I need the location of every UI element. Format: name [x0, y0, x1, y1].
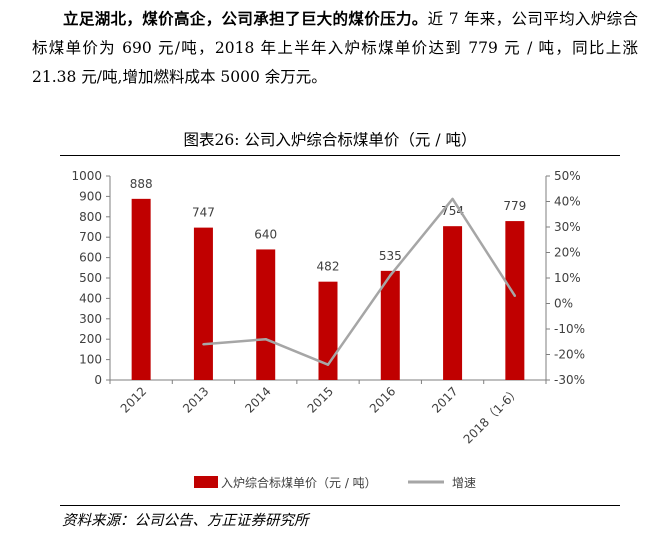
x-tick-label: 2018（1-6）: [461, 384, 523, 446]
y-right-tick-label: -30%: [554, 373, 585, 387]
x-tick-label: 2017: [429, 384, 460, 415]
bar-data-label: 640: [254, 227, 277, 241]
y-right-tick-label: 20%: [554, 246, 581, 260]
growth-point: [202, 343, 205, 346]
growth-point: [513, 294, 517, 298]
y-left-tick-label: 400: [79, 291, 102, 305]
bar: [193, 227, 213, 380]
y-left-tick-label: 900: [79, 189, 102, 203]
x-tick-label: 2015: [305, 384, 336, 415]
y-left-tick-label: 1000: [71, 169, 102, 183]
intro-body: 近 7 年来，公司平均入炉综合标煤单价为 690 元/吨，2018 年上半年入炉…: [32, 10, 638, 86]
intro-lead: 立足湖北，煤价高企，公司承担了巨大的煤价压力。: [63, 9, 428, 28]
bar-data-label: 888: [130, 177, 153, 191]
growth-point: [451, 197, 454, 201]
bar-data-label: 535: [379, 249, 402, 263]
growth-line: [203, 197, 516, 366]
bar-data-label: 747: [192, 206, 215, 220]
y-left-tick-label: 100: [79, 353, 102, 367]
bar: [256, 249, 276, 380]
growth-point: [264, 338, 267, 341]
bar: [380, 270, 400, 380]
figure-title: 图表26: 公司入炉综合标煤单价（元 / 吨）: [183, 131, 477, 149]
y-left-tick-label: 700: [79, 230, 102, 244]
growth-point: [326, 363, 330, 366]
y-left-tick-label: 300: [79, 312, 102, 326]
bar: [318, 281, 338, 380]
intro-paragraph: 立足湖北，煤价高企，公司承担了巨大的煤价压力。近 7 年来，公司平均入炉综合标煤…: [32, 4, 638, 92]
y-right-tick-label: 30%: [554, 220, 581, 234]
legend-swatch-bar: [194, 476, 218, 488]
bar: [443, 226, 463, 380]
y-right-tick-label: 0%: [554, 297, 573, 311]
y-left-tick-label: 200: [79, 332, 102, 346]
legend-label-line: 增速: [452, 476, 476, 490]
chart-legend: 入炉综合标煤单价（元 / 吨） 增速: [194, 475, 476, 490]
y-left-tick-label: 0: [94, 373, 102, 387]
y-right-tick-label: 40%: [554, 195, 581, 209]
y-right-tick-label: 10%: [554, 271, 581, 285]
y-left-tick-label: 500: [79, 271, 102, 285]
y-right-tick-label: -10%: [554, 322, 585, 336]
bar: [131, 198, 151, 380]
line-series: [202, 197, 517, 366]
x-tick-label: 2012: [118, 384, 149, 415]
x-tick-label: 2013: [180, 384, 211, 415]
y-left-tick-label: 600: [79, 251, 102, 265]
x-tick-label: 2014: [242, 384, 273, 415]
figure-top-rule: [60, 155, 620, 156]
legend-label-bar: 入炉综合标煤单价（元 / 吨）: [221, 475, 377, 490]
growth-point: [389, 274, 392, 277]
y-right-tick-label: -20%: [554, 348, 585, 362]
figure-bottom-rule: [60, 505, 620, 506]
x-tick-label: 2016: [367, 384, 398, 415]
source-note: 资料来源：公司公告、方正证券研究所: [62, 513, 309, 529]
bar: [505, 221, 525, 380]
bar-data-label: 482: [317, 260, 340, 274]
bar-data-label: 779: [503, 199, 526, 213]
y-right-tick-label: 50%: [554, 169, 581, 183]
y-left-tick-label: 800: [79, 210, 102, 224]
